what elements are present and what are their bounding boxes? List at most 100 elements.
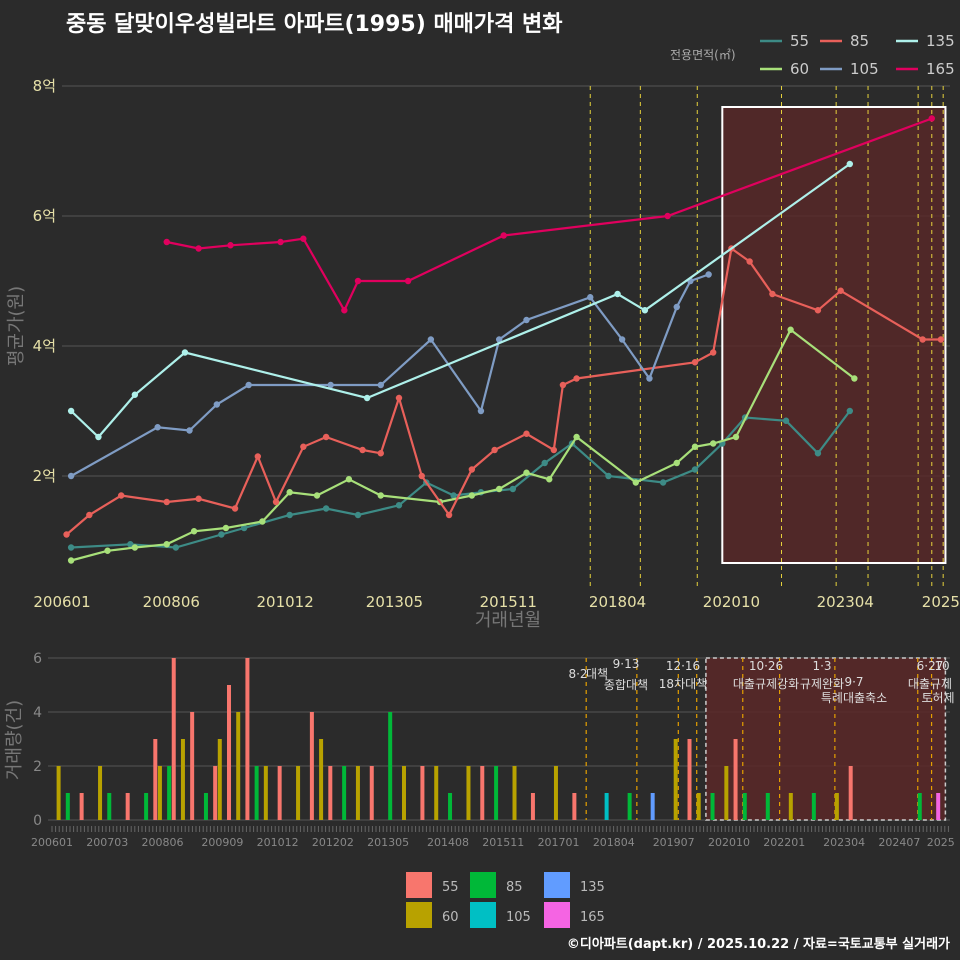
volume-bar-60 — [56, 766, 61, 820]
bar-x-tick-label: 201305 — [367, 836, 409, 849]
data-point-85 — [491, 446, 498, 454]
data-point-60 — [573, 433, 580, 441]
data-point-60 — [222, 524, 230, 532]
data-point-135 — [363, 394, 371, 402]
data-point-85 — [814, 307, 822, 314]
volume-bar-55 — [420, 766, 425, 820]
data-point-60 — [710, 440, 717, 447]
x-tick-label: 201804 — [589, 593, 646, 611]
data-point-85 — [691, 359, 699, 366]
data-point-135 — [67, 407, 75, 415]
x-tick-label: 201511 — [480, 593, 537, 611]
data-point-85 — [322, 433, 330, 441]
bar-legend-swatch-105 — [470, 902, 496, 928]
data-point-85 — [559, 381, 567, 389]
bar-y-axis-label: 거래량(건) — [4, 700, 25, 780]
volume-bar-85 — [494, 766, 499, 820]
data-point-55 — [846, 407, 854, 415]
bar-legend-label-85: 85 — [506, 880, 523, 895]
data-point-105 — [618, 336, 626, 343]
volume-bar-60 — [434, 766, 439, 820]
volume-bar-55 — [190, 712, 195, 820]
legend-label-135: 135 — [926, 32, 955, 50]
bar-legend-swatch-55 — [406, 872, 432, 898]
legend-label-165: 165 — [926, 60, 955, 78]
volume-bar-60 — [217, 739, 222, 820]
volume-bar-60 — [98, 766, 103, 820]
data-point-60 — [313, 492, 321, 499]
bar-x-tick-label: 202201 — [763, 836, 805, 849]
data-point-105 — [213, 401, 221, 408]
volume-bar-55 — [153, 739, 158, 820]
volume-bar-55 — [369, 766, 374, 820]
data-point-165 — [341, 307, 348, 314]
data-point-105 — [673, 303, 680, 311]
data-point-165 — [354, 277, 362, 285]
data-point-85 — [445, 511, 453, 519]
data-point-165 — [277, 238, 284, 246]
x-tick-label: 201012 — [257, 593, 314, 611]
volume-bar-55 — [125, 793, 130, 820]
data-point-135 — [846, 160, 854, 168]
annotation-date: 10 — [934, 659, 949, 673]
data-point-165 — [227, 242, 234, 249]
bar-x-tick-label: 200601 — [31, 836, 73, 849]
volume-bar-55 — [480, 766, 485, 820]
y-tick-label: 8억 — [33, 77, 56, 95]
volume-bar-60 — [263, 766, 268, 820]
annotation-date: 9·13 — [613, 657, 640, 671]
data-point-55 — [450, 492, 457, 499]
data-point-165 — [500, 232, 507, 239]
credit-text: ©디아파트(dapt.kr) / 2025.10.22 / 자료=국토교통부 실… — [566, 937, 950, 952]
bar-x-tick-label: 201804 — [593, 836, 635, 849]
legend-label-85: 85 — [850, 32, 869, 50]
data-point-85 — [550, 446, 558, 454]
data-point-55 — [395, 502, 403, 509]
volume-bar-55 — [213, 766, 218, 820]
data-point-85 — [118, 492, 125, 499]
data-point-55 — [814, 450, 822, 457]
data-point-60 — [377, 492, 384, 499]
bar-legend-label-165: 165 — [580, 910, 605, 925]
volume-bar-85 — [65, 793, 70, 820]
annotation-date: 6·27 — [917, 659, 944, 673]
volume-bar-60 — [401, 766, 406, 820]
series-line-105 — [70, 273, 709, 477]
data-point-135 — [614, 290, 621, 298]
series-line-85 — [65, 246, 941, 536]
data-point-55 — [782, 417, 790, 424]
data-point-60 — [190, 528, 198, 535]
bar-x-tick-label: 200703 — [86, 836, 128, 849]
volume-bar-55 — [530, 793, 535, 820]
data-point-60 — [632, 479, 639, 486]
y-tick-label: 2억 — [33, 467, 56, 485]
data-point-165 — [404, 277, 412, 285]
annotation-label: 특례대출축소 — [821, 691, 887, 705]
volume-bar-60 — [296, 766, 301, 820]
bar-x-tick-label: 201202 — [312, 836, 354, 849]
volume-bar-60 — [157, 766, 162, 820]
data-point-55 — [322, 505, 330, 512]
data-point-105 — [705, 271, 712, 278]
data-point-55 — [659, 479, 667, 486]
data-point-85 — [63, 531, 70, 538]
annotation-label: 규제완화 — [800, 677, 844, 691]
data-point-85 — [919, 336, 926, 343]
data-point-60 — [345, 476, 353, 483]
data-point-60 — [851, 375, 858, 382]
volume-bar-55 — [848, 766, 853, 820]
data-point-105 — [523, 316, 530, 324]
legend-label-60: 60 — [790, 60, 809, 78]
volume-bar-85 — [742, 793, 747, 820]
data-point-55 — [240, 524, 248, 532]
data-point-135 — [641, 307, 649, 314]
volume-bar-60 — [512, 766, 517, 820]
bar-x-tick-label: 201012 — [257, 836, 299, 849]
data-point-85 — [359, 446, 366, 454]
annotation-label: 토허제 — [921, 691, 954, 705]
volume-bar-85 — [710, 793, 715, 820]
annotation-date: 8·2 — [568, 667, 587, 681]
volume-bar-60 — [466, 766, 471, 820]
data-point-60 — [495, 485, 503, 493]
data-point-85 — [254, 453, 262, 460]
